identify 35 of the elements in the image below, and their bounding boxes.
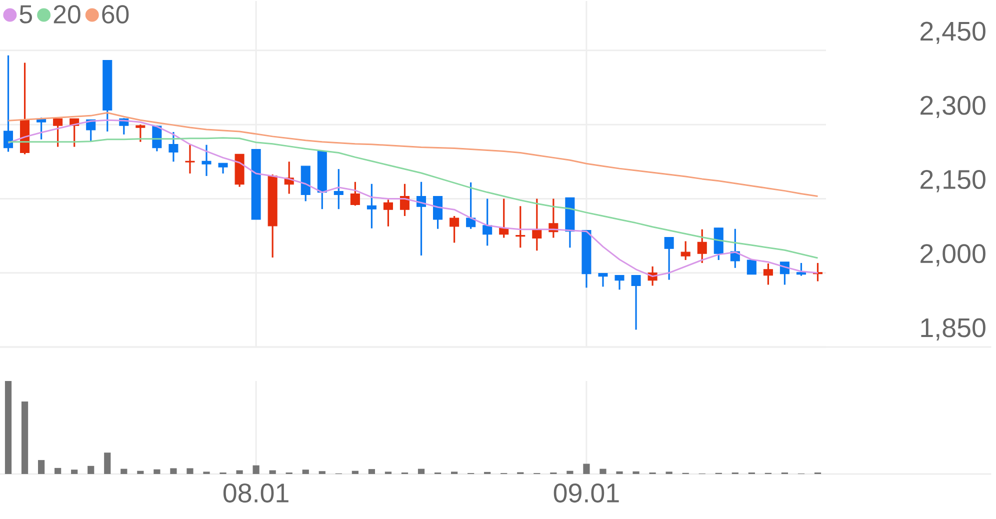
y-tick-label: 2,000	[920, 244, 986, 266]
bar	[269, 470, 276, 474]
bar	[583, 464, 590, 474]
bar	[21, 401, 28, 474]
bar	[352, 470, 358, 474]
bar	[318, 471, 326, 474]
x-tick-label: 08.01	[223, 484, 288, 503]
bar	[71, 470, 78, 474]
bar	[252, 465, 260, 474]
bar	[566, 470, 574, 474]
bar	[302, 470, 309, 474]
bar	[236, 470, 243, 474]
bar	[120, 468, 128, 474]
bar	[418, 468, 425, 474]
bar	[104, 452, 111, 474]
bar	[137, 470, 144, 474]
bar	[186, 468, 194, 474]
bar	[632, 471, 640, 474]
legend-label: 20	[54, 5, 80, 24]
y-tick-label: 2,300	[920, 96, 986, 118]
x-tick-label: 09.01	[554, 484, 619, 503]
bar	[54, 468, 62, 474]
legend-label: 5	[20, 5, 32, 24]
bar	[368, 469, 376, 474]
legend-label: 60	[102, 5, 129, 24]
bar	[170, 468, 177, 474]
y-tick-label: 2,150	[920, 170, 986, 192]
y-tick-label: 2,450	[920, 22, 986, 44]
bar	[88, 466, 94, 474]
bar	[616, 471, 623, 474]
y-tick-label: 1,850	[921, 318, 986, 340]
bar	[600, 468, 606, 474]
bar	[38, 460, 45, 474]
bar	[154, 469, 160, 474]
bar	[4, 381, 12, 474]
